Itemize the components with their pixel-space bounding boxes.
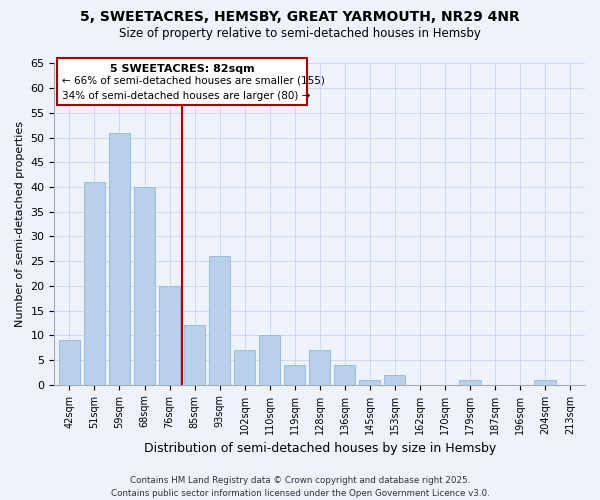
Text: Size of property relative to semi-detached houses in Hemsby: Size of property relative to semi-detach… bbox=[119, 28, 481, 40]
Bar bbox=[384, 375, 406, 384]
Bar bbox=[284, 365, 305, 384]
Bar bbox=[334, 365, 355, 384]
Bar bbox=[84, 182, 105, 384]
Bar bbox=[159, 286, 180, 384]
Bar bbox=[59, 340, 80, 384]
Text: 34% of semi-detached houses are larger (80) →: 34% of semi-detached houses are larger (… bbox=[62, 90, 310, 101]
Bar bbox=[359, 380, 380, 384]
Bar bbox=[109, 132, 130, 384]
Bar bbox=[535, 380, 556, 384]
FancyBboxPatch shape bbox=[57, 58, 307, 106]
Text: Contains HM Land Registry data © Crown copyright and database right 2025.
Contai: Contains HM Land Registry data © Crown c… bbox=[110, 476, 490, 498]
Bar bbox=[309, 350, 331, 384]
Bar bbox=[459, 380, 481, 384]
Bar bbox=[184, 326, 205, 384]
Y-axis label: Number of semi-detached properties: Number of semi-detached properties bbox=[15, 121, 25, 327]
X-axis label: Distribution of semi-detached houses by size in Hemsby: Distribution of semi-detached houses by … bbox=[143, 442, 496, 455]
Bar bbox=[209, 256, 230, 384]
Bar bbox=[234, 350, 255, 384]
Text: ← 66% of semi-detached houses are smaller (155): ← 66% of semi-detached houses are smalle… bbox=[62, 76, 325, 86]
Bar bbox=[259, 336, 280, 384]
Text: 5, SWEETACRES, HEMSBY, GREAT YARMOUTH, NR29 4NR: 5, SWEETACRES, HEMSBY, GREAT YARMOUTH, N… bbox=[80, 10, 520, 24]
Text: 5 SWEETACRES: 82sqm: 5 SWEETACRES: 82sqm bbox=[110, 64, 254, 74]
Bar bbox=[134, 187, 155, 384]
